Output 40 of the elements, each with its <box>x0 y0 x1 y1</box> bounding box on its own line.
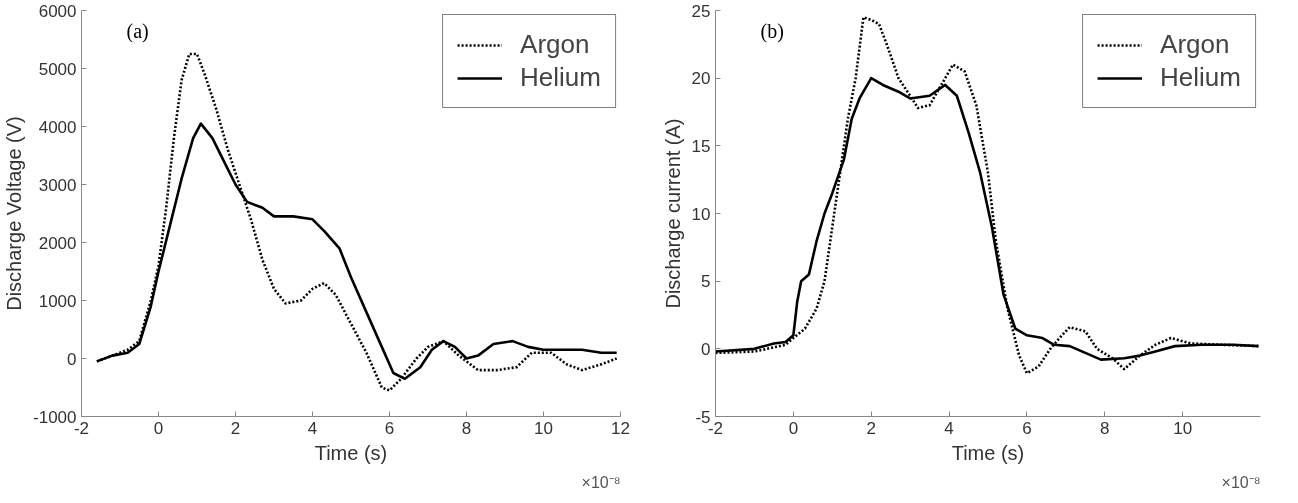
y-tick-label: 10 <box>691 204 711 224</box>
x-axis-title: Time (s) <box>951 441 1025 464</box>
y-tick-label: 25 <box>691 1 711 21</box>
x-tick-label: 2 <box>866 418 876 438</box>
x-tick-label: 10 <box>1173 418 1193 438</box>
x-tick-label: 8 <box>1100 418 1110 438</box>
x-axis-title: Time (s) <box>314 441 388 464</box>
x-tick-label: 2 <box>230 418 241 438</box>
legend-label: Argon <box>1160 29 1230 60</box>
x-tick-label: 0 <box>788 418 799 438</box>
y-axis-title: Discharge Voltage (V) <box>3 116 26 311</box>
x-tick-label: 12 <box>611 418 630 438</box>
y-tick-label: 1000 <box>38 291 77 311</box>
legend-label: Helium <box>520 62 601 93</box>
text: ×10⁻⁸ <box>1221 473 1261 491</box>
text: ×10⁻⁸ <box>581 473 621 491</box>
x-tick-label: 10 <box>534 418 553 438</box>
x-tick-label: 6 <box>384 418 395 438</box>
y-tick-label: -1000 <box>33 407 77 427</box>
annotation: (b) <box>760 19 784 43</box>
y-tick-label: 2000 <box>38 233 77 253</box>
y-tick-label: 20 <box>691 69 711 89</box>
y-tick-label: 4000 <box>38 117 77 137</box>
y-tick-label: 15 <box>691 136 711 156</box>
x-tick-label: 4 <box>944 418 954 438</box>
x-tick-label: 0 <box>153 418 164 438</box>
y-tick-label: 0 <box>701 339 711 359</box>
legend-label: Argon <box>520 29 590 60</box>
y-tick-label: -5 <box>695 407 711 427</box>
y-tick-label: 5 <box>701 272 711 292</box>
y-tick-label: 5000 <box>38 59 77 79</box>
y-tick-label: 0 <box>67 349 77 369</box>
x-tick-label: 6 <box>1022 418 1032 438</box>
y-axis-title: Discharge current (A) <box>661 118 684 309</box>
y-tick-label: 6000 <box>38 1 77 21</box>
x-tick-label: 8 <box>461 418 472 438</box>
annotation: (a) <box>126 19 149 43</box>
y-tick-label: 3000 <box>38 175 77 195</box>
x-tick-label: 4 <box>307 418 318 438</box>
legend-label: Helium <box>1160 62 1241 93</box>
